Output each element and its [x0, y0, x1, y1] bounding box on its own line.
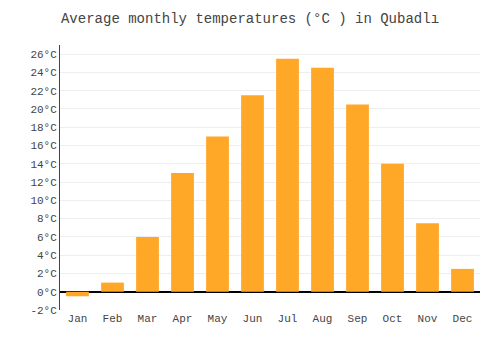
- svg-text:20°C: 20°C: [30, 104, 57, 116]
- svg-text:12°C: 12°C: [30, 177, 57, 189]
- svg-text:Apr: Apr: [173, 313, 193, 325]
- svg-text:2°C: 2°C: [37, 268, 57, 280]
- svg-text:14°C: 14°C: [30, 159, 57, 171]
- svg-text:10°C: 10°C: [30, 195, 57, 207]
- svg-text:18°C: 18°C: [30, 122, 57, 134]
- svg-text:0°C: 0°C: [37, 287, 57, 299]
- svg-text:Sep: Sep: [348, 313, 368, 325]
- svg-text:Oct: Oct: [383, 313, 403, 325]
- svg-text:Jul: Jul: [278, 313, 298, 325]
- svg-text:16°C: 16°C: [30, 140, 57, 152]
- svg-text:Aug: Aug: [313, 313, 333, 325]
- svg-text:Nov: Nov: [418, 313, 438, 325]
- svg-text:-2°C: -2°C: [30, 305, 57, 317]
- svg-text:24°C: 24°C: [30, 67, 57, 79]
- svg-text:May: May: [208, 313, 228, 325]
- svg-text:22°C: 22°C: [30, 86, 57, 98]
- svg-text:4°C: 4°C: [37, 250, 57, 262]
- svg-text:Feb: Feb: [103, 313, 123, 325]
- svg-text:26°C: 26°C: [30, 49, 57, 61]
- svg-text:Dec: Dec: [453, 313, 473, 325]
- svg-text:Average monthly temperatures (: Average monthly temperatures (°C ) in Qu…: [61, 11, 439, 27]
- svg-text:Mar: Mar: [138, 313, 158, 325]
- svg-text:8°C: 8°C: [37, 213, 57, 225]
- svg-text:Jan: Jan: [68, 313, 88, 325]
- svg-text:Jun: Jun: [243, 313, 263, 325]
- svg-text:6°C: 6°C: [37, 232, 57, 244]
